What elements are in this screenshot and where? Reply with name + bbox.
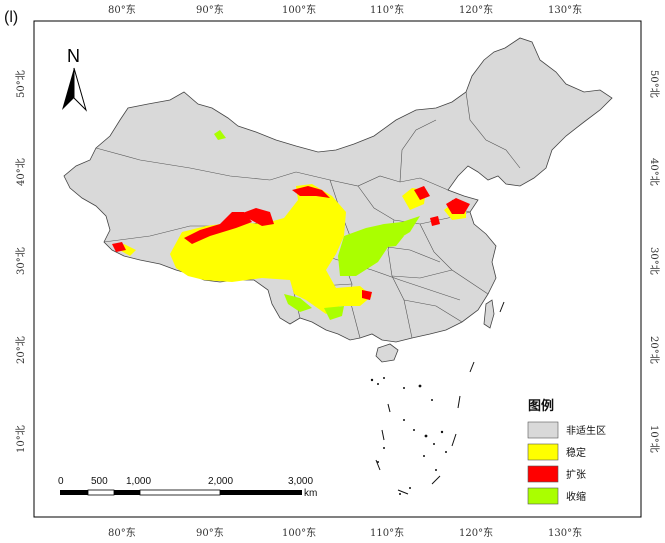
left-tick-10: 10°北 [15, 425, 27, 453]
panel-label: (l) [4, 9, 18, 26]
top-tick-120: 120°东 [459, 3, 493, 16]
top-longitude-ticks: 80°东 90°东 100°东 110°东 120°东 130°东 [108, 3, 582, 16]
left-latitude-ticks: 50°北 40°北 30°北 20°北 10°北 [15, 70, 27, 453]
right-tick-40: 40°北 [648, 158, 660, 186]
left-tick-30: 30°北 [15, 247, 27, 275]
hainan-island [375, 343, 399, 363]
south-china-sea-islands [370, 377, 447, 495]
bottom-tick-90: 90°东 [196, 526, 224, 539]
legend-label-expansion: 扩张 [566, 468, 586, 481]
scale-label-3000: 3,000 [288, 476, 313, 487]
legend-swatch-nonsuitable [527, 421, 559, 439]
scale-label-0: 0 [58, 476, 64, 487]
scale-bar: 0 500 1,000 2,000 3,000 km [58, 476, 317, 499]
expansion-zone [112, 186, 470, 300]
scale-label-500: 500 [91, 476, 108, 487]
legend-label-nonsuitable: 非适生区 [566, 424, 606, 437]
bottom-tick-120: 120°东 [459, 526, 493, 539]
scale-unit: km [304, 488, 317, 499]
left-tick-40: 40°北 [15, 158, 27, 186]
right-tick-50: 50°北 [648, 70, 660, 98]
bottom-longitude-ticks: 80°东 90°东 100°东 110°东 120°东 130°东 [108, 526, 582, 539]
nine-dash-line [375, 301, 505, 495]
bottom-tick-80: 80°东 [108, 526, 136, 539]
right-tick-30: 30°北 [648, 247, 660, 275]
north-arrow: N [62, 46, 88, 112]
north-label: N [67, 46, 80, 66]
legend-label-stable: 稳定 [566, 446, 586, 459]
north-arrow-left-icon [62, 68, 74, 110]
bottom-tick-100: 100°东 [282, 526, 316, 539]
top-tick-110: 110°东 [370, 3, 404, 16]
legend-swatch-stable [527, 443, 559, 461]
bottom-tick-110: 110°东 [370, 526, 404, 539]
left-tick-20: 20°北 [15, 336, 27, 364]
top-tick-80: 80°东 [108, 3, 136, 16]
top-tick-130: 130°东 [548, 3, 582, 16]
right-latitude-ticks: 50°北 40°北 30°北 20°北 10°北 [648, 70, 660, 453]
legend: 图例 非适生区 稳定 扩张 收缩 [527, 398, 606, 505]
right-tick-20: 20°北 [648, 336, 660, 364]
scale-label-2000: 2,000 [208, 476, 233, 487]
legend-swatch-contraction [527, 487, 559, 505]
top-tick-100: 100°东 [282, 3, 316, 16]
contraction-zone [214, 130, 420, 320]
bottom-tick-130: 130°东 [548, 526, 582, 539]
legend-swatch-expansion [527, 465, 559, 483]
taiwan-island [483, 299, 495, 329]
scale-label-1000: 1,000 [126, 476, 151, 487]
legend-label-contraction: 收缩 [566, 490, 586, 503]
legend-title: 图例 [528, 398, 554, 414]
left-tick-50: 50°北 [15, 70, 27, 98]
right-tick-10: 10°北 [648, 425, 660, 453]
top-tick-90: 90°东 [196, 3, 224, 16]
north-arrow-right-icon [73, 67, 88, 112]
